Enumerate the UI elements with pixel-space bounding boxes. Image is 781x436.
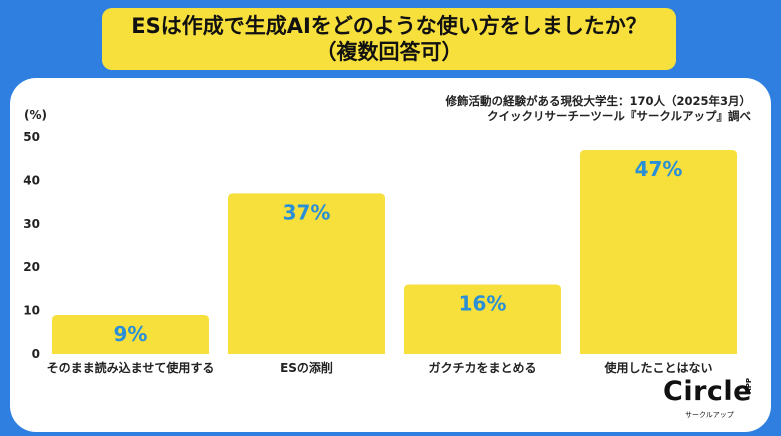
y-tick-label: 20 [23, 260, 40, 274]
bar [404, 284, 561, 354]
bar [580, 150, 737, 354]
y-tick-label: 50 [23, 130, 40, 144]
y-tick-label: 30 [23, 217, 40, 231]
y-tick-label: 10 [23, 304, 40, 318]
category-label: そのまま読み込ませて使用する [47, 360, 215, 375]
bar-value-label: 37% [283, 200, 331, 224]
category-label: ガクチカをまとめる [428, 360, 536, 375]
y-axis-unit-label: (%) [24, 108, 47, 122]
logo-app-tag: APP [745, 378, 753, 394]
bar-value-label: 9% [114, 322, 148, 346]
bar [228, 193, 385, 354]
y-tick-label: 40 [23, 173, 40, 187]
logo-wordmark: Circle [663, 376, 752, 407]
circle-app-logo: Circle APP サークルアップ [663, 376, 753, 424]
category-label: ESの添削 [280, 360, 333, 375]
source-note: 修飾活動の経験がある現役大学生：170人（2025年3月） クイックリサーチーツ… [445, 94, 751, 124]
chart-title-box: ESは作成で生成AIをどのような使い方をしましたか？ （複数回答可） [102, 8, 676, 70]
bar-value-label: 47% [635, 157, 683, 181]
y-tick-label: 0 [32, 347, 40, 361]
source-line-1: 修飾活動の経験がある現役大学生：170人（2025年3月） [445, 94, 751, 108]
logo-subtitle: サークルアップ [685, 411, 734, 419]
bar-chart: (%) 0 10 20 30 40 50 9% そのまま読み込ませて使用する 37% ESの添削 16… [23, 108, 737, 375]
bar [52, 314, 209, 354]
chart-subtitle: （複数回答可） [315, 40, 463, 64]
chart-panel: 修飾活動の経験がある現役大学生：170人（2025年3月） クイックリサーチーツ… [10, 78, 771, 432]
chart-title: ESは作成で生成AIをどのような使い方をしましたか？ [131, 14, 647, 38]
category-label: 使用したことはない [603, 360, 712, 375]
bar-value-label: 16% [459, 292, 507, 316]
source-line-2: クイックリサーチーツール『サークルアップ』調べ [487, 109, 751, 123]
